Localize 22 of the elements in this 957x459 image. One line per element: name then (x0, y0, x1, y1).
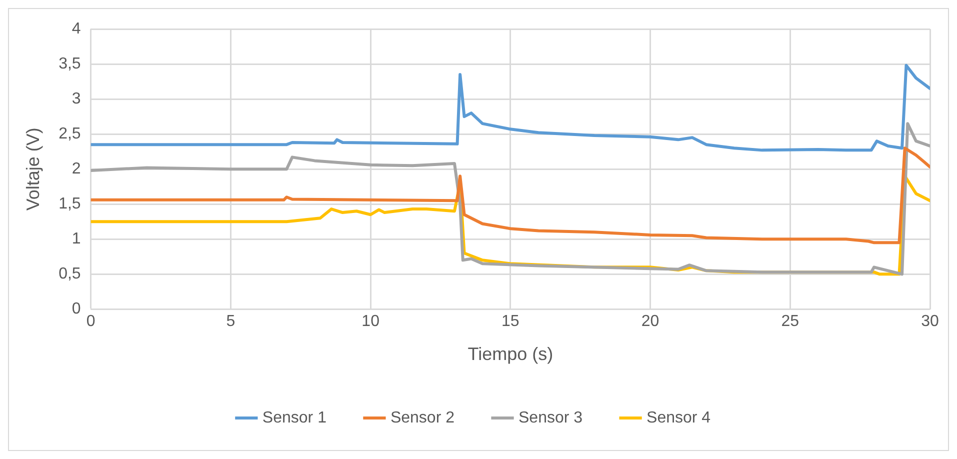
legend-label: Sensor 2 (390, 409, 455, 426)
y-tick-label: 3 (72, 90, 81, 108)
y-tick-label: 2,5 (58, 125, 81, 142)
y-axis-title: Voltaje (V) (22, 128, 43, 211)
legend-label: Sensor 1 (262, 409, 327, 426)
y-tick-label: 3,5 (58, 55, 81, 72)
legend-label: Sensor 3 (518, 409, 583, 426)
x-tick-label: 20 (641, 313, 660, 330)
y-tick-label: 4 (72, 20, 81, 38)
y-tick-label: 2 (72, 160, 81, 178)
legend-label: Sensor 4 (646, 409, 711, 426)
y-tick-label: 0,5 (58, 266, 81, 283)
x-tick-label: 15 (502, 313, 520, 330)
x-tick-label: 5 (226, 313, 236, 330)
x-tick-label: 10 (362, 313, 380, 330)
x-tick-label: 25 (781, 313, 800, 330)
y-tick-label: 1 (72, 230, 81, 248)
x-tick-label: 30 (921, 313, 939, 330)
y-tick-label: 0 (72, 300, 81, 318)
y-tick-label: 1,5 (58, 196, 81, 213)
x-axis-title: Tiempo (s) (468, 344, 554, 364)
x-tick-label: 0 (86, 313, 96, 330)
